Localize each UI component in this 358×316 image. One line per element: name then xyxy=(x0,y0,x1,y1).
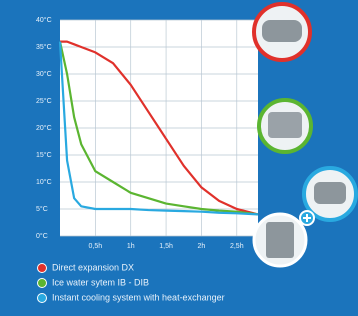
legend-marker xyxy=(38,264,47,273)
x-tick-label: 1,5h xyxy=(159,243,173,250)
tank-icon xyxy=(314,182,346,204)
tank-icon xyxy=(266,222,294,258)
y-tick-label: 40°C xyxy=(36,16,52,24)
x-tick-label: 1h xyxy=(127,243,135,250)
y-tick-label: 5°C xyxy=(36,205,48,213)
y-tick-label: 25°C xyxy=(36,97,52,105)
legend-marker xyxy=(38,294,47,303)
y-tick-label: 20°C xyxy=(36,124,52,132)
y-tick-label: 15°C xyxy=(36,151,52,159)
legend-label: Instant cooling system with heat-exchang… xyxy=(52,292,225,302)
x-tick-label: 2,5h xyxy=(230,243,244,250)
legend-marker xyxy=(38,279,47,288)
y-tick-label: 10°C xyxy=(36,178,52,186)
y-tick-label: 30°C xyxy=(36,70,52,78)
legend-label: Ice water sytem IB - DIB xyxy=(52,277,149,287)
y-tick-label: 0°C xyxy=(36,232,48,240)
x-tick-label: 0,5h xyxy=(89,243,103,250)
y-tick-label: 35°C xyxy=(36,43,52,51)
tank-icon xyxy=(268,112,302,138)
legend-label: Direct expansion DX xyxy=(52,262,134,272)
chart: 0°C 5°C 10°C 15°C 20°C 25°C 30°C 35°C 40°C 0,5h 1h… xyxy=(0,0,358,316)
x-tick-label: 2h xyxy=(198,243,206,250)
tank-icon xyxy=(262,20,302,42)
